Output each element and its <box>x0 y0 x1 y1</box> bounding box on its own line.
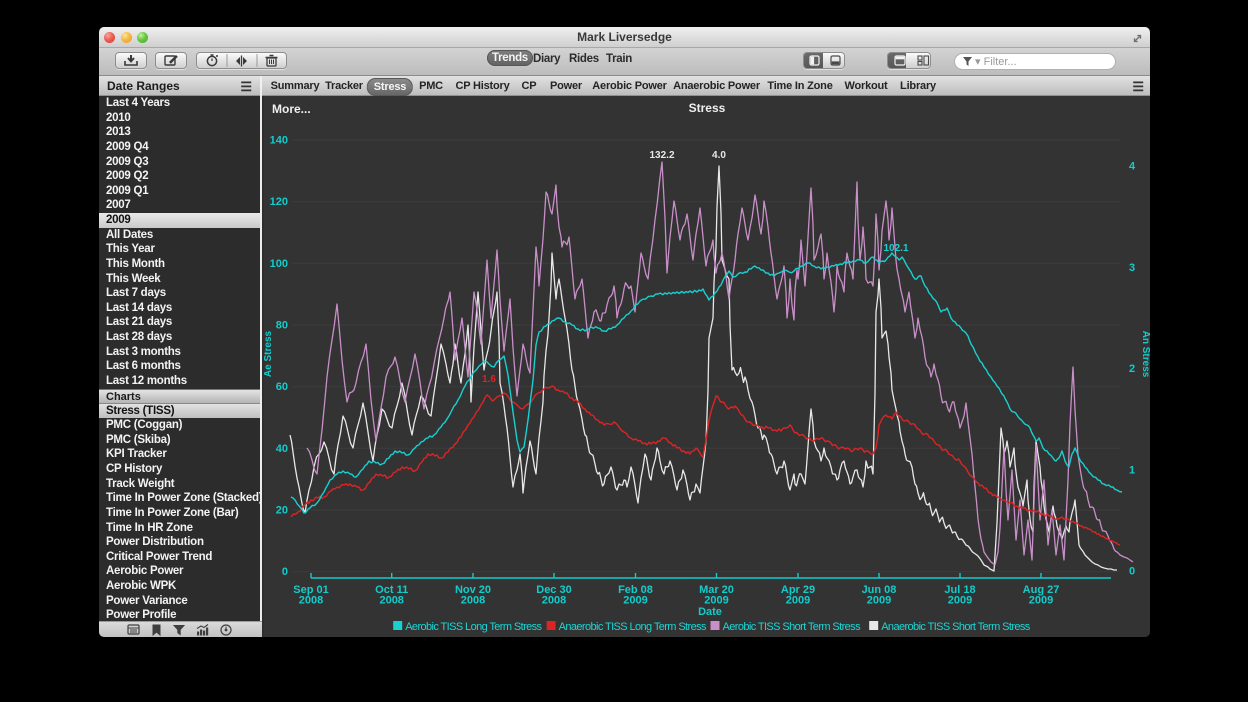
svg-text:Stress: Stress <box>689 101 726 115</box>
svg-text:Apr 29: Apr 29 <box>781 584 815 596</box>
svg-text:60: 60 <box>276 381 288 393</box>
svg-text:Aerobic TISS Long Term Stress: Aerobic TISS Long Term Stress <box>405 621 542 633</box>
svg-text:Aerobic TISS Short Term Stress: Aerobic TISS Short Term Stress <box>723 621 862 633</box>
svg-text:Anaerobic TISS Long Term Stres: Anaerobic TISS Long Term Stress <box>559 621 707 633</box>
svg-text:1.6: 1.6 <box>482 374 496 385</box>
svg-text:2009: 2009 <box>867 595 891 607</box>
svg-text:80: 80 <box>276 320 288 332</box>
svg-text:0: 0 <box>282 566 288 578</box>
svg-text:Feb 08: Feb 08 <box>618 584 653 596</box>
svg-text:Dec 30: Dec 30 <box>536 584 571 596</box>
svg-text:Jun 08: Jun 08 <box>862 584 897 596</box>
svg-text:Sep 01: Sep 01 <box>293 584 328 596</box>
svg-text:2008: 2008 <box>461 595 485 607</box>
svg-text:Anaerobic TISS Short Term Stre: Anaerobic TISS Short Term Stress <box>881 621 1031 633</box>
svg-text:20: 20 <box>276 505 288 517</box>
svg-text:2009: 2009 <box>623 595 647 607</box>
svg-text:Nov 20: Nov 20 <box>455 584 491 596</box>
svg-text:132.2: 132.2 <box>649 150 674 161</box>
svg-text:2008: 2008 <box>379 595 403 607</box>
svg-text:Mar 20: Mar 20 <box>699 584 734 596</box>
svg-text:2009: 2009 <box>948 595 972 607</box>
svg-text:More...: More... <box>272 102 311 116</box>
svg-text:3: 3 <box>1129 262 1135 274</box>
svg-text:2009: 2009 <box>786 595 810 607</box>
svg-text:1: 1 <box>1129 464 1135 476</box>
svg-text:2: 2 <box>1129 363 1135 375</box>
svg-text:2009: 2009 <box>1029 595 1053 607</box>
svg-text:2009: 2009 <box>704 595 728 607</box>
svg-text:40: 40 <box>276 443 288 455</box>
svg-text:120: 120 <box>270 196 288 208</box>
svg-text:Jul 18: Jul 18 <box>944 584 975 596</box>
svg-text:Ae Stress: Ae Stress <box>264 330 274 377</box>
svg-text:4: 4 <box>1129 161 1136 173</box>
svg-text:An Stress: An Stress <box>1140 331 1150 378</box>
svg-text:2008: 2008 <box>299 595 323 607</box>
svg-text:100: 100 <box>270 258 288 270</box>
svg-text:102.1: 102.1 <box>883 243 908 254</box>
svg-text:2008: 2008 <box>542 595 566 607</box>
svg-text:140: 140 <box>270 135 288 147</box>
svg-text:0: 0 <box>1129 566 1135 578</box>
svg-text:Oct 11: Oct 11 <box>375 584 408 596</box>
svg-text:4.0: 4.0 <box>712 150 726 161</box>
svg-text:Aug 27: Aug 27 <box>1023 584 1060 596</box>
svg-text:Date: Date <box>698 606 722 618</box>
